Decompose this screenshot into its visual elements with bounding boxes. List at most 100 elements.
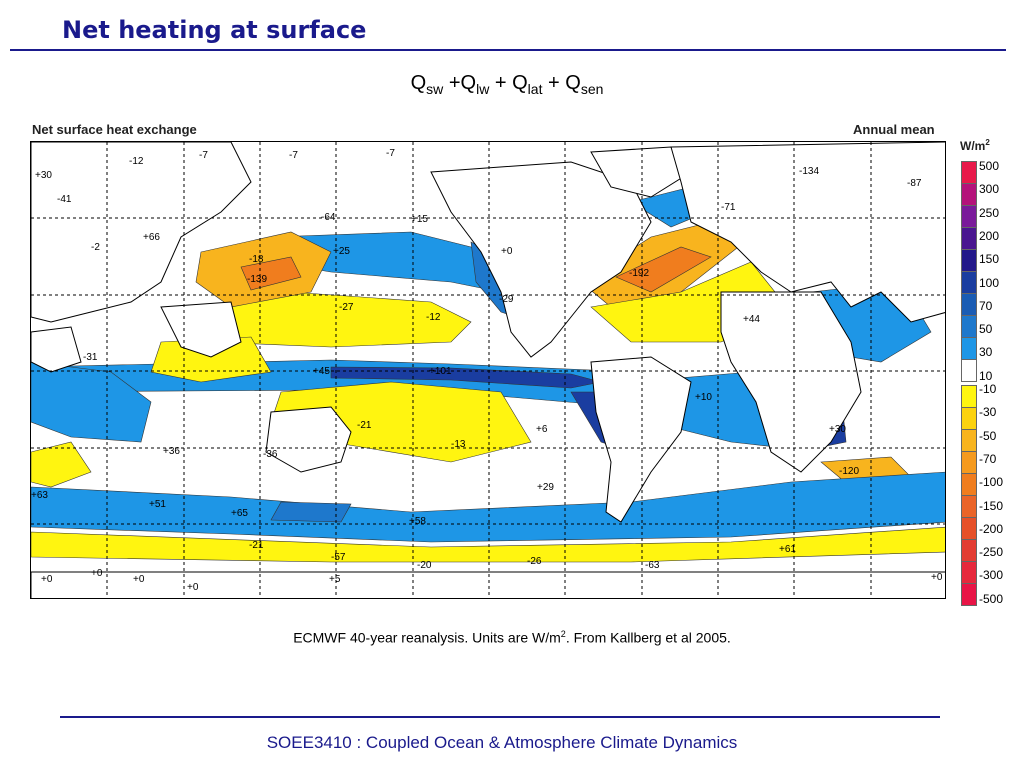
flux-value-label: -29 — [499, 294, 514, 305]
formula-q-sensible: Qsen — [565, 72, 604, 97]
formula-plus: + — [443, 72, 461, 94]
flux-region — [31, 471, 945, 543]
formula-plus: + — [542, 72, 566, 94]
colorbar-label: 300 — [979, 182, 1000, 197]
colorbar-swatch — [961, 517, 977, 540]
colorbar-swatch — [961, 271, 977, 294]
land-mass — [31, 326, 82, 373]
value-labels: -7 -7 -7 -12 +30 -41 -2 +66 -64 +15 +25 +0 -134 -87 -7… — [31, 148, 943, 593]
flux-value-label: -87 — [907, 178, 922, 189]
flux-value-label: +66 — [143, 232, 160, 243]
continents — [31, 142, 945, 598]
formula-plus: + — [489, 72, 513, 94]
flux-region — [31, 361, 152, 443]
colorbar-swatch — [961, 473, 977, 496]
flux-region — [330, 366, 602, 389]
flux-value-label: +101 — [429, 366, 452, 377]
colorbar-label: -100 — [979, 475, 1004, 490]
land-mass — [670, 142, 945, 323]
colorbar-swatch — [961, 315, 977, 338]
title-underline — [10, 49, 1006, 51]
colorbar-swatch — [961, 495, 977, 518]
flux-value-label: -7 — [199, 150, 208, 161]
colorbar-swatch — [961, 359, 977, 382]
flux-value-label: -2 — [91, 242, 100, 253]
colorbar-swatch — [961, 293, 977, 316]
colorbar-label: -30 — [979, 405, 997, 420]
flux-value-label: +10 — [695, 392, 712, 403]
colorbar-swatch — [961, 451, 977, 474]
flux-value-label: -26 — [527, 556, 542, 567]
flux-value-label: +0 — [41, 574, 53, 585]
colorbar-swatch — [961, 407, 977, 430]
flux-value-label: -7 — [386, 148, 395, 159]
figure-title: Net surface heat exchange — [32, 122, 197, 137]
flux-value-label: -12 — [426, 312, 441, 323]
flux-value-label: +51 — [149, 499, 166, 510]
flux-value-label: -12 — [129, 156, 144, 167]
flux-region — [615, 246, 712, 293]
flux-value-label: +44 — [743, 314, 760, 325]
map-canvas: -7 -7 -7 -12 +30 -41 -2 +66 -64 +15 +25 +0 -134 -87 -7… — [31, 142, 945, 598]
colorbar-negative — [961, 385, 977, 606]
colorbar-label: -250 — [979, 545, 1004, 560]
formula-q-longwave: Qlw — [460, 72, 490, 97]
flux-value-label: -36 — [263, 449, 278, 460]
flux-value-label: -71 — [721, 202, 736, 213]
land-mass — [160, 301, 242, 358]
colorbar-label: -300 — [979, 568, 1004, 583]
land-mass — [720, 291, 862, 473]
flux-value-label: +63 — [31, 490, 48, 501]
colorbar-swatch — [961, 183, 977, 206]
flux-value-label: -57 — [331, 552, 346, 563]
colorbar-swatch — [961, 583, 977, 606]
flux-region — [31, 526, 945, 563]
flux-region — [240, 256, 302, 291]
flux-value-label: +30 — [35, 170, 52, 181]
colorbar-swatch — [961, 337, 977, 360]
land-mass — [590, 356, 692, 523]
flux-value-label: +15 — [411, 214, 428, 225]
colorbar-label: -150 — [979, 498, 1004, 513]
flux-value-label: -63 — [645, 560, 660, 571]
flux-value-label: -41 — [57, 194, 72, 205]
flux-value-label: +5 — [329, 574, 341, 585]
colorbar-unit: W/m2 — [960, 138, 990, 153]
flux-value-label: +30 — [829, 424, 846, 435]
slide-title: Net heating at surface — [62, 16, 367, 44]
colorbar-label: -70 — [979, 451, 997, 466]
flux-value-label: -20 — [417, 560, 432, 571]
colorbar-label: 50 — [979, 322, 993, 337]
colorbar-label: 150 — [979, 252, 1000, 267]
footer-rule — [60, 716, 940, 718]
flux-value-label: -27 — [339, 302, 354, 313]
figure-period: Annual mean — [853, 122, 935, 137]
colorbar-label: -50 — [979, 428, 997, 443]
flux-value-label: +29 — [537, 482, 554, 493]
colorbar-label: -200 — [979, 521, 1004, 536]
colorbar-swatch — [961, 561, 977, 584]
colorbar-swatch — [961, 539, 977, 562]
formula-q-shortwave: Qsw — [410, 72, 444, 97]
figure-caption: ECMWF 40-year reanalysis. Units are W/m2… — [293, 629, 731, 646]
graticule — [31, 142, 945, 598]
flux-value-label: +65 — [231, 508, 248, 519]
flux-value-label: -134 — [799, 166, 819, 177]
colorbar-swatch — [961, 161, 977, 184]
flux-value-label: -18 — [249, 254, 264, 265]
flux-value-label: -7 — [289, 150, 298, 161]
flux-value-label: -31 — [83, 352, 98, 363]
colorbar-label: -10 — [979, 382, 997, 396]
colorbar-positive — [961, 161, 977, 382]
colorbar-label: 250 — [979, 205, 1000, 220]
flux-value-label: +0 — [501, 246, 513, 257]
flux-value-label: +58 — [409, 516, 426, 527]
land-mass — [31, 571, 945, 598]
land-mass — [265, 406, 352, 473]
flux-value-label: -64 — [321, 212, 336, 223]
flux-value-label: -120 — [839, 466, 859, 477]
colorbar-swatch — [961, 429, 977, 452]
course-footer: SOEE3410 : Coupled Ocean & Atmosphere Cl… — [266, 733, 738, 752]
flux-value-label: +0 — [931, 572, 943, 583]
flux-value-label: +6 — [536, 424, 548, 435]
